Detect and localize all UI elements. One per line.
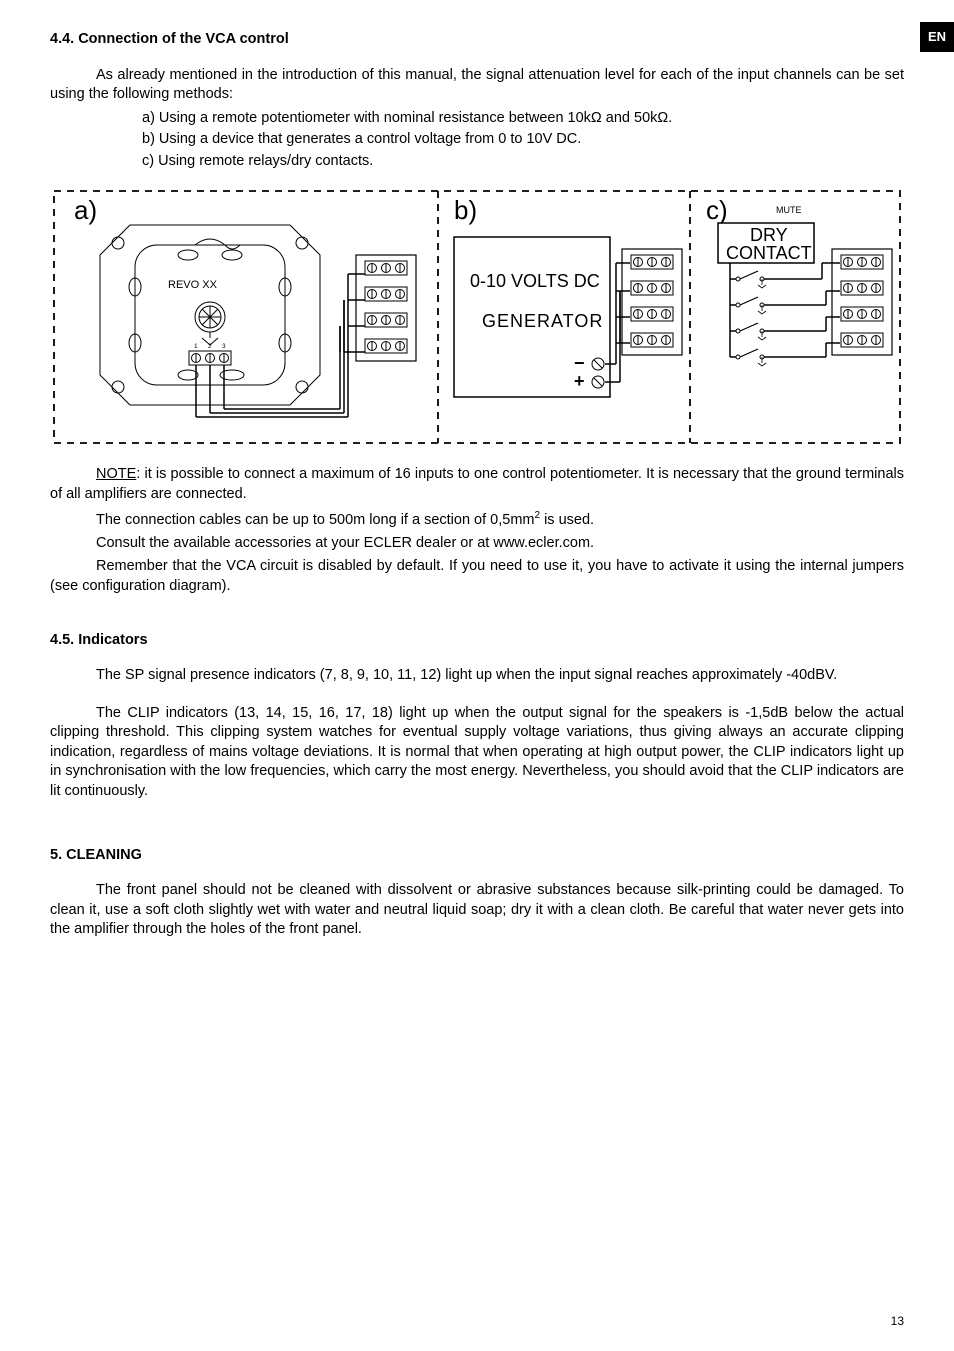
list-item-b: b) Using a device that generates a contr… [142,130,904,150]
svg-text:2: 2 [208,343,212,350]
language-badge: EN [920,22,954,52]
section-4-4-cable: The connection cables can be up to 500m … [50,509,904,530]
section-4-5-title: 4.5. Indicators [50,631,904,651]
svg-text:−: − [574,353,585,373]
section-5-body: The front panel should not be cleaned wi… [50,881,904,940]
svg-text:CONTACT: CONTACT [726,243,812,263]
section-4-4-intro: As already mentioned in the introduction… [50,66,904,105]
note-label: NOTE [96,466,136,482]
section-4-4-note: NOTE: it is possible to connect a maximu… [50,465,904,504]
svg-text:MUTE: MUTE [776,205,802,215]
section-4-4-title: 4.4. Connection of the VCA control [50,30,904,50]
section-4-4-remember: Remember that the VCA circuit is disable… [50,557,904,596]
section-4-5-sp: The SP signal presence indicators (7, 8,… [50,666,904,686]
list-item-a: a) Using a remote potentiometer with nom… [142,109,904,129]
section-4-5-clip: The CLIP indicators (13, 14, 15, 16, 17,… [50,704,904,802]
list-item-c: c) Using remote relays/dry contacts. [142,152,904,172]
diagram-label-c: c) [706,195,728,225]
diagram-label-a: a) [74,195,97,225]
section-4-4-list: a) Using a remote potentiometer with nom… [50,109,904,172]
section-5-title: 5. CLEANING [50,846,904,866]
page-number: 13 [891,1313,904,1329]
section-4-4-consult: Consult the available accessories at you… [50,534,904,554]
svg-text:1: 1 [194,343,198,350]
svg-text:0-10 VOLTS DC: 0-10 VOLTS DC [470,271,600,291]
svg-text:DRY: DRY [750,225,788,245]
svg-text:+: + [574,371,585,391]
note-rest: : it is possible to connect a maximum of… [50,466,904,502]
svg-text:3: 3 [222,343,226,350]
connection-diagram: a) b) c) [50,187,904,447]
svg-text:REVO XX: REVO XX [168,279,218,291]
diagram-label-b: b) [454,195,477,225]
svg-text:GENERATOR: GENERATOR [482,311,603,331]
